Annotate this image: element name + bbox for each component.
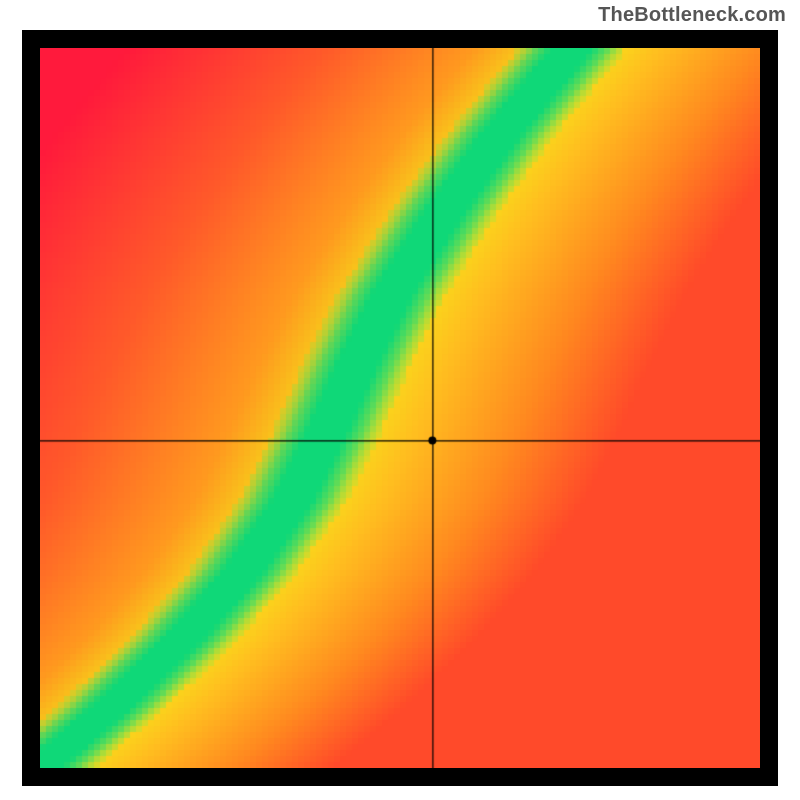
bottleneck-heatmap bbox=[40, 48, 760, 768]
plot-frame bbox=[22, 30, 778, 786]
watermark-text: TheBottleneck.com bbox=[598, 4, 786, 27]
